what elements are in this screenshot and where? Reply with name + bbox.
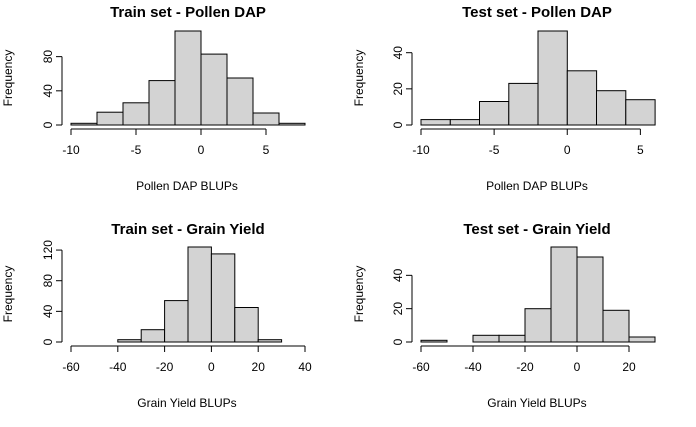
y-tick-label: 0 bbox=[41, 121, 55, 128]
histogram-bar bbox=[148, 80, 176, 126]
histogram-bar bbox=[449, 119, 481, 126]
histogram-bar bbox=[200, 53, 228, 126]
histogram-bar bbox=[252, 112, 280, 126]
panel-train-yield: Train set - Grain Yield Grain Yield BLUP… bbox=[1, 221, 312, 410]
histogram-bar bbox=[96, 111, 124, 126]
histogram-bar bbox=[140, 329, 166, 343]
y-tick-label: 40 bbox=[391, 268, 405, 282]
x-tick-label: -20 bbox=[516, 360, 534, 374]
x-tick-label: -20 bbox=[156, 360, 174, 374]
histogram-bar bbox=[596, 90, 627, 126]
histogram-bar bbox=[234, 307, 259, 343]
x-tick-label: -10 bbox=[62, 143, 80, 157]
histogram-bar bbox=[210, 253, 236, 343]
x-tick-label: -5 bbox=[489, 143, 500, 157]
histogram-bar bbox=[187, 246, 212, 343]
x-tick-label: 0 bbox=[564, 143, 571, 157]
x-tick-label: 0 bbox=[574, 360, 581, 374]
y-axis-label: Frequency bbox=[352, 266, 366, 323]
histogram-bar bbox=[537, 30, 568, 126]
y-tick-label: 40 bbox=[391, 46, 405, 60]
x-tick-label: -10 bbox=[412, 143, 430, 157]
y-axis-label: Frequency bbox=[1, 266, 15, 323]
panel-train-pollen: Train set - Pollen DAP Pollen DAP BLUPs … bbox=[1, 4, 306, 193]
histogram-bar bbox=[566, 70, 598, 126]
y-axis-label: Frequency bbox=[352, 50, 366, 107]
y-tick-label: 80 bbox=[41, 274, 55, 288]
y-tick-label: 80 bbox=[41, 50, 55, 64]
y-tick-label: 0 bbox=[41, 338, 55, 345]
x-axis-label: Grain Yield BLUPs bbox=[487, 396, 586, 410]
panel-title: Test set - Pollen DAP bbox=[462, 4, 612, 21]
histogram-bar bbox=[479, 101, 510, 126]
histogram-bar bbox=[524, 308, 552, 343]
x-tick-label: 20 bbox=[252, 360, 266, 374]
x-tick-label: -40 bbox=[109, 360, 127, 374]
x-tick-label: 40 bbox=[298, 360, 312, 374]
x-axis-label: Grain Yield BLUPs bbox=[137, 396, 236, 410]
x-tick-label: -60 bbox=[62, 360, 80, 374]
y-tick-label: 40 bbox=[41, 304, 55, 318]
panel-title: Train set - Grain Yield bbox=[111, 221, 264, 238]
histogram-bar bbox=[602, 309, 630, 343]
y-axis-label: Frequency bbox=[1, 50, 15, 107]
x-axis-label: Pollen DAP BLUPs bbox=[486, 179, 588, 193]
panel-title: Test set - Grain Yield bbox=[463, 221, 610, 238]
x-axis-label: Pollen DAP BLUPs bbox=[136, 179, 238, 193]
y-tick-label: 20 bbox=[391, 82, 405, 96]
histogram-bar bbox=[420, 339, 448, 343]
histogram-bar bbox=[70, 122, 98, 126]
y-tick-label: 120 bbox=[41, 240, 55, 260]
y-tick-label: 0 bbox=[391, 121, 405, 128]
histogram-bar bbox=[174, 30, 202, 126]
histogram-bar bbox=[122, 102, 150, 126]
panel-title: Train set - Pollen DAP bbox=[110, 4, 266, 21]
histogram-bar bbox=[498, 334, 526, 343]
y-tick-label: 40 bbox=[41, 84, 55, 98]
panel-test-pollen: Test set - Pollen DAP Pollen DAP BLUPs F… bbox=[352, 4, 656, 193]
x-tick-label: 20 bbox=[622, 360, 636, 374]
x-tick-label: -5 bbox=[131, 143, 142, 157]
x-tick-label: 0 bbox=[198, 143, 205, 157]
x-tick-label: -60 bbox=[412, 360, 430, 374]
histogram-bar bbox=[472, 334, 500, 343]
x-tick-label: -40 bbox=[464, 360, 482, 374]
histogram-bar bbox=[576, 256, 604, 343]
histogram-bar bbox=[117, 339, 142, 343]
histogram-bar bbox=[420, 119, 451, 126]
y-tick-label: 0 bbox=[391, 338, 405, 345]
histogram-bar bbox=[625, 99, 656, 126]
x-tick-label: 0 bbox=[208, 360, 215, 374]
histogram-bar bbox=[257, 339, 283, 343]
x-tick-label: 5 bbox=[637, 143, 644, 157]
y-tick-label: 20 bbox=[391, 302, 405, 316]
histogram-bar bbox=[550, 246, 578, 343]
histogram-bar bbox=[278, 122, 306, 126]
histogram-bar bbox=[164, 300, 189, 343]
histogram-bar bbox=[226, 77, 254, 126]
panel-test-yield: Test set - Grain Yield Grain Yield BLUPs… bbox=[352, 221, 656, 410]
histogram-bar bbox=[628, 336, 656, 343]
x-tick-label: 5 bbox=[263, 143, 270, 157]
histogram-bar bbox=[508, 82, 539, 126]
